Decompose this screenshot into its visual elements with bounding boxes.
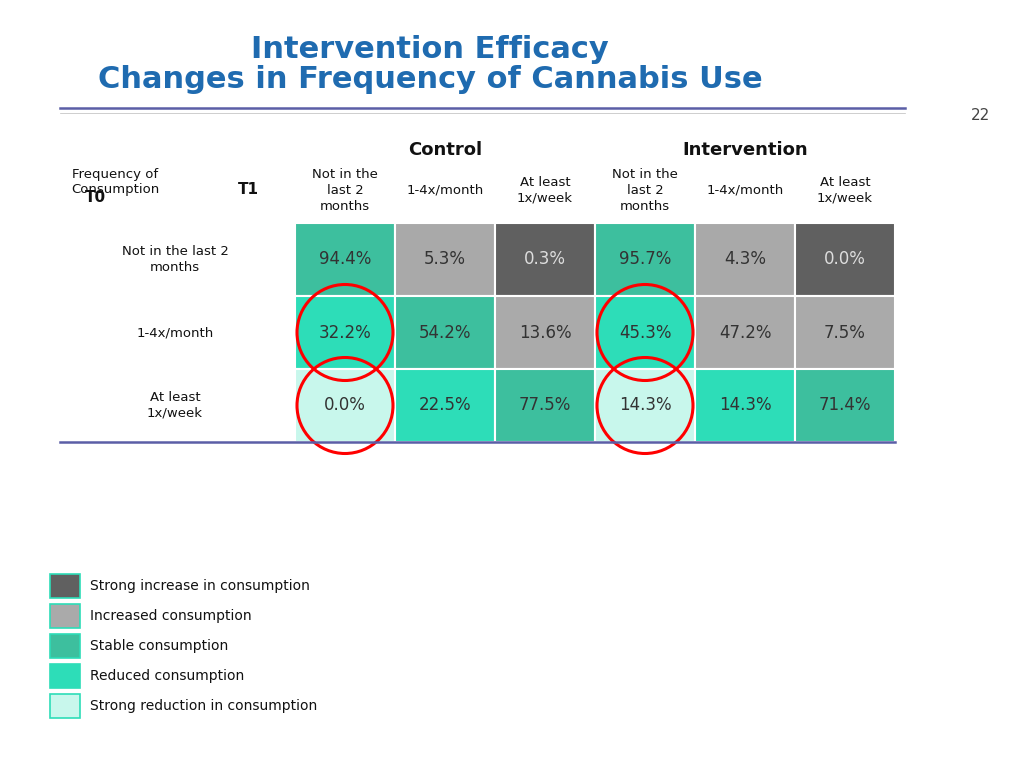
Text: Strong increase in consumption: Strong increase in consumption (90, 579, 310, 593)
Text: 14.3%: 14.3% (618, 396, 672, 415)
Text: Changes in Frequency of Cannabis Use: Changes in Frequency of Cannabis Use (97, 65, 762, 94)
Text: 0.0%: 0.0% (824, 250, 866, 269)
Text: Not in the
last 2
months: Not in the last 2 months (312, 167, 378, 213)
FancyBboxPatch shape (295, 296, 395, 369)
FancyBboxPatch shape (295, 223, 395, 296)
Text: 45.3%: 45.3% (618, 323, 672, 342)
Text: 1-4x/month: 1-4x/month (407, 184, 483, 197)
Text: 13.6%: 13.6% (519, 323, 571, 342)
Text: T0: T0 (85, 190, 106, 206)
Text: Frequency of
Consumption: Frequency of Consumption (71, 168, 159, 196)
FancyBboxPatch shape (695, 223, 795, 296)
Text: 7.5%: 7.5% (824, 323, 866, 342)
FancyBboxPatch shape (795, 369, 895, 442)
Text: T1: T1 (238, 183, 258, 197)
FancyBboxPatch shape (695, 296, 795, 369)
FancyBboxPatch shape (495, 223, 595, 296)
Text: 77.5%: 77.5% (519, 396, 571, 415)
Text: 54.2%: 54.2% (419, 323, 471, 342)
FancyBboxPatch shape (295, 369, 395, 442)
FancyBboxPatch shape (50, 694, 80, 718)
Text: 4.3%: 4.3% (724, 250, 766, 269)
Text: 5.3%: 5.3% (424, 250, 466, 269)
FancyBboxPatch shape (395, 223, 495, 296)
Text: 22: 22 (971, 108, 989, 124)
FancyBboxPatch shape (395, 369, 495, 442)
Text: At least
1x/week: At least 1x/week (147, 391, 203, 420)
FancyBboxPatch shape (50, 604, 80, 628)
FancyBboxPatch shape (595, 296, 695, 369)
Text: At least
1x/week: At least 1x/week (517, 176, 573, 204)
Text: Stable consumption: Stable consumption (90, 639, 228, 653)
Text: Control: Control (408, 141, 482, 159)
Text: 22.5%: 22.5% (419, 396, 471, 415)
Text: 0.0%: 0.0% (324, 396, 366, 415)
FancyBboxPatch shape (795, 296, 895, 369)
Text: 94.4%: 94.4% (318, 250, 371, 269)
Text: Intervention Efficacy: Intervention Efficacy (251, 35, 609, 65)
FancyBboxPatch shape (495, 369, 595, 442)
FancyBboxPatch shape (695, 369, 795, 442)
Text: 95.7%: 95.7% (618, 250, 671, 269)
Text: Increased consumption: Increased consumption (90, 609, 252, 623)
Text: 0.3%: 0.3% (524, 250, 566, 269)
Text: Intervention: Intervention (682, 141, 808, 159)
FancyBboxPatch shape (595, 223, 695, 296)
FancyBboxPatch shape (50, 664, 80, 688)
Text: Strong reduction in consumption: Strong reduction in consumption (90, 699, 317, 713)
Text: 1-4x/month: 1-4x/month (136, 326, 214, 339)
Text: Reduced consumption: Reduced consumption (90, 669, 245, 683)
FancyBboxPatch shape (50, 634, 80, 658)
FancyBboxPatch shape (395, 296, 495, 369)
Text: 1-4x/month: 1-4x/month (707, 184, 783, 197)
FancyBboxPatch shape (595, 369, 695, 442)
Text: 14.3%: 14.3% (719, 396, 771, 415)
FancyBboxPatch shape (495, 296, 595, 369)
Text: At least
1x/week: At least 1x/week (817, 176, 873, 204)
Text: 71.4%: 71.4% (819, 396, 871, 415)
Text: Not in the
last 2
months: Not in the last 2 months (612, 167, 678, 213)
Text: 32.2%: 32.2% (318, 323, 372, 342)
Text: Not in the last 2
months: Not in the last 2 months (122, 245, 228, 274)
Text: 47.2%: 47.2% (719, 323, 771, 342)
FancyBboxPatch shape (50, 574, 80, 598)
FancyBboxPatch shape (795, 223, 895, 296)
